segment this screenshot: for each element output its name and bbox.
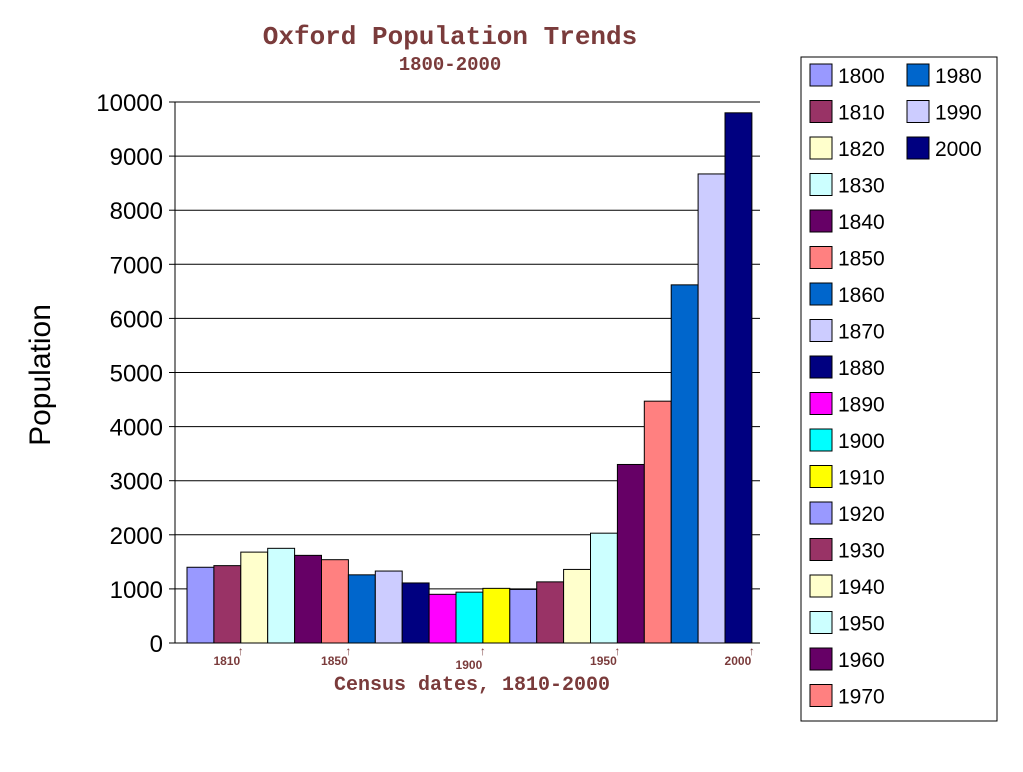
x-annotation-label: 1950	[590, 654, 617, 668]
legend: 1800 1810 1820 1830 1840 1850 1860 1870 1880 1890…	[800, 56, 998, 722]
legend-label-1910: 1910	[838, 467, 885, 490]
legend-label-1800: 1800	[838, 65, 885, 88]
y-tick-label: 9000	[110, 144, 163, 171]
y-tick-label: 0	[150, 631, 163, 658]
bar-1990	[697, 173, 726, 644]
bar-1840	[294, 554, 323, 644]
bar-1910	[482, 587, 511, 644]
x-annotation-arrow: ↑	[749, 644, 755, 658]
bar-1900	[455, 591, 484, 644]
x-axis-label: Census dates, 1810-2000	[334, 674, 610, 697]
bar-2000	[724, 112, 753, 644]
legend-swatch-1840	[809, 209, 833, 233]
legend-label-1850: 1850	[838, 248, 885, 271]
legend-label-1890: 1890	[838, 394, 885, 417]
legend-label-1840: 1840	[838, 211, 885, 234]
bar-1920	[509, 588, 538, 644]
bar-1830	[267, 547, 296, 644]
y-axis-label: Population	[24, 304, 57, 446]
legend-swatch-1990	[906, 100, 930, 123]
legend-swatch-1920	[809, 501, 833, 525]
legend-swatch-1950	[809, 611, 833, 634]
x-annotation-arrow: ↑	[480, 644, 486, 658]
bar-1820	[240, 551, 269, 644]
bar-1800	[186, 566, 215, 644]
legend-swatch-1900	[809, 428, 833, 452]
legend-label-1810: 1810	[838, 102, 885, 125]
legend-box	[800, 56, 998, 722]
x-annotation-label: 2000	[725, 654, 752, 668]
legend-swatch-2000	[906, 136, 930, 160]
bar-1870	[374, 570, 403, 644]
legend-label-2000: 2000	[935, 138, 982, 161]
chart-subtitle: 1800-2000	[399, 54, 502, 76]
legend-swatch-1940	[809, 574, 833, 598]
chart-title: Oxford Population Trends	[263, 22, 637, 52]
x-annotation-label: 1810	[213, 654, 240, 668]
y-tick-label: 10000	[96, 90, 163, 117]
legend-swatch-1810	[809, 100, 833, 123]
bar-1880	[401, 582, 430, 644]
axis-layer: 0 1000 2000 3000 4000 5000 6000 7000 8000 9000 100…	[96, 90, 760, 658]
legend-label-1920: 1920	[838, 503, 885, 526]
legend-swatch-1850	[809, 246, 833, 269]
bar-1930	[536, 581, 565, 644]
legend-label-1940: 1940	[838, 576, 885, 599]
legend-label-1830: 1830	[838, 175, 885, 198]
legend-label-1950: 1950	[838, 613, 885, 636]
x-annotation-arrow: ↑	[345, 644, 351, 658]
y-tick-label: 5000	[110, 361, 163, 388]
x-annotations: ↑1810↑1850↑1900↑1950↑2000	[213, 644, 754, 672]
x-annotation-label: 1850	[321, 654, 348, 668]
bar-1860	[347, 574, 376, 644]
legend-swatch-1960	[809, 647, 833, 671]
y-tick-label: 6000	[110, 306, 163, 333]
bar-1960	[616, 463, 645, 644]
legend-swatch-1860	[809, 282, 833, 306]
x-annotation-arrow: ↑	[238, 644, 244, 658]
legend-swatch-1980	[906, 63, 930, 87]
y-tick-label: 1000	[110, 577, 163, 604]
legend-swatch-1830	[809, 173, 833, 196]
legend-label-1880: 1880	[838, 357, 885, 380]
legend-swatch-1870	[809, 319, 833, 342]
y-tick-label: 8000	[110, 198, 163, 225]
y-tick-label: 7000	[110, 252, 163, 279]
legend-swatch-1820	[809, 136, 833, 160]
legend-swatch-1800	[809, 63, 833, 87]
y-tick-label: 4000	[110, 415, 163, 442]
bars-layer	[186, 112, 753, 644]
bar-1940	[563, 568, 591, 644]
legend-label-1930: 1930	[838, 540, 885, 563]
legend-swatch-1910	[809, 465, 833, 488]
y-tick-label: 2000	[110, 523, 163, 550]
legend-swatch-1890	[809, 392, 833, 415]
legend-label-1960: 1960	[838, 649, 885, 672]
legend-label-1870: 1870	[838, 321, 885, 344]
bar-1850	[321, 559, 349, 644]
bar-1950	[590, 532, 618, 644]
legend-label-1860: 1860	[838, 284, 885, 307]
legend-label-1970: 1970	[838, 686, 885, 709]
legend-label-1980: 1980	[935, 65, 982, 88]
legend-label-1820: 1820	[838, 138, 885, 161]
legend-label-1990: 1990	[935, 102, 982, 125]
legend-swatch-1930	[809, 538, 833, 561]
x-annotation-label: 1900	[456, 658, 483, 672]
legend-swatch-1970	[809, 684, 833, 707]
bar-1890	[428, 593, 457, 644]
bar-1810	[213, 565, 242, 644]
legend-label-1900: 1900	[838, 430, 885, 453]
legend-swatch-1880	[809, 355, 833, 379]
x-annotation-arrow: ↑	[614, 644, 620, 658]
bar-1970	[643, 400, 672, 644]
y-tick-label: 3000	[110, 469, 163, 496]
bar-1980	[670, 284, 699, 644]
